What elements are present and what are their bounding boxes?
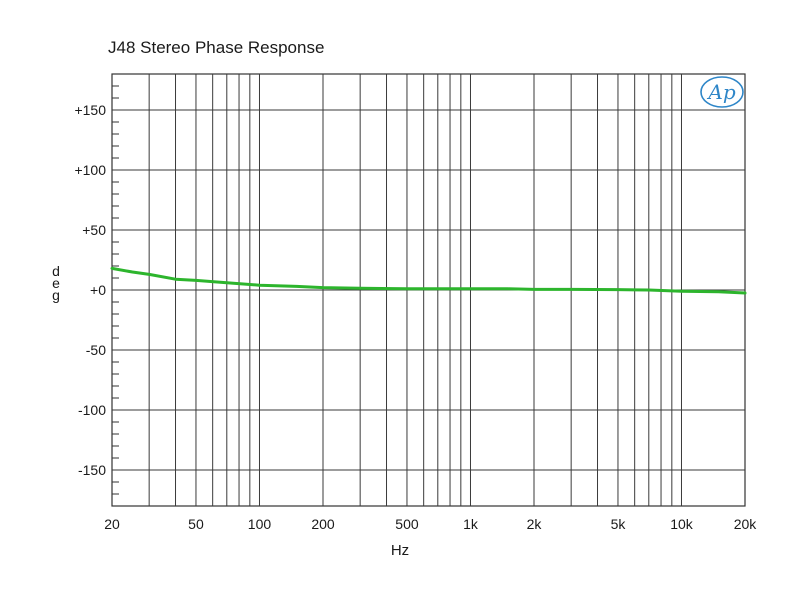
x-tick-label: 200	[311, 516, 335, 532]
x-tick-label: 10k	[670, 516, 694, 532]
x-tick-label: 20	[104, 516, 120, 532]
x-tick-label: 20k	[734, 516, 758, 532]
chart-title: J48 Stereo Phase Response	[108, 38, 325, 57]
y-minor-ticks	[112, 73, 119, 507]
y-tick-label: +50	[82, 222, 106, 238]
y-tick-label: +150	[74, 102, 106, 118]
series-line	[110, 266, 747, 295]
y-tick-label: +0	[90, 282, 106, 298]
x-axis-label: Hz	[390, 542, 410, 559]
x-tick-label: 1k	[463, 516, 479, 532]
y-tick-label: -150	[78, 462, 106, 478]
x-tick-label: 2k	[527, 516, 543, 532]
x-tick-label: 500	[395, 516, 419, 532]
grid	[111, 73, 746, 507]
series-layer	[110, 266, 747, 295]
ap-logo: Ap	[700, 76, 744, 108]
x-tick-label: 5k	[611, 516, 627, 532]
ap-logo-text: Ap	[706, 80, 735, 104]
y-tick-label: -50	[86, 342, 106, 358]
y-tick-label: -100	[78, 402, 106, 418]
y-tick-label: +100	[74, 162, 106, 178]
x-tick-label: 100	[248, 516, 272, 532]
x-tick-label: 50	[188, 516, 204, 532]
tick-labels: 20 50 100 200 500 1k 2k 5k 10k 20k +150 +100 +50 +0 -5…	[74, 102, 757, 532]
y-axis-label: deg	[52, 263, 60, 303]
